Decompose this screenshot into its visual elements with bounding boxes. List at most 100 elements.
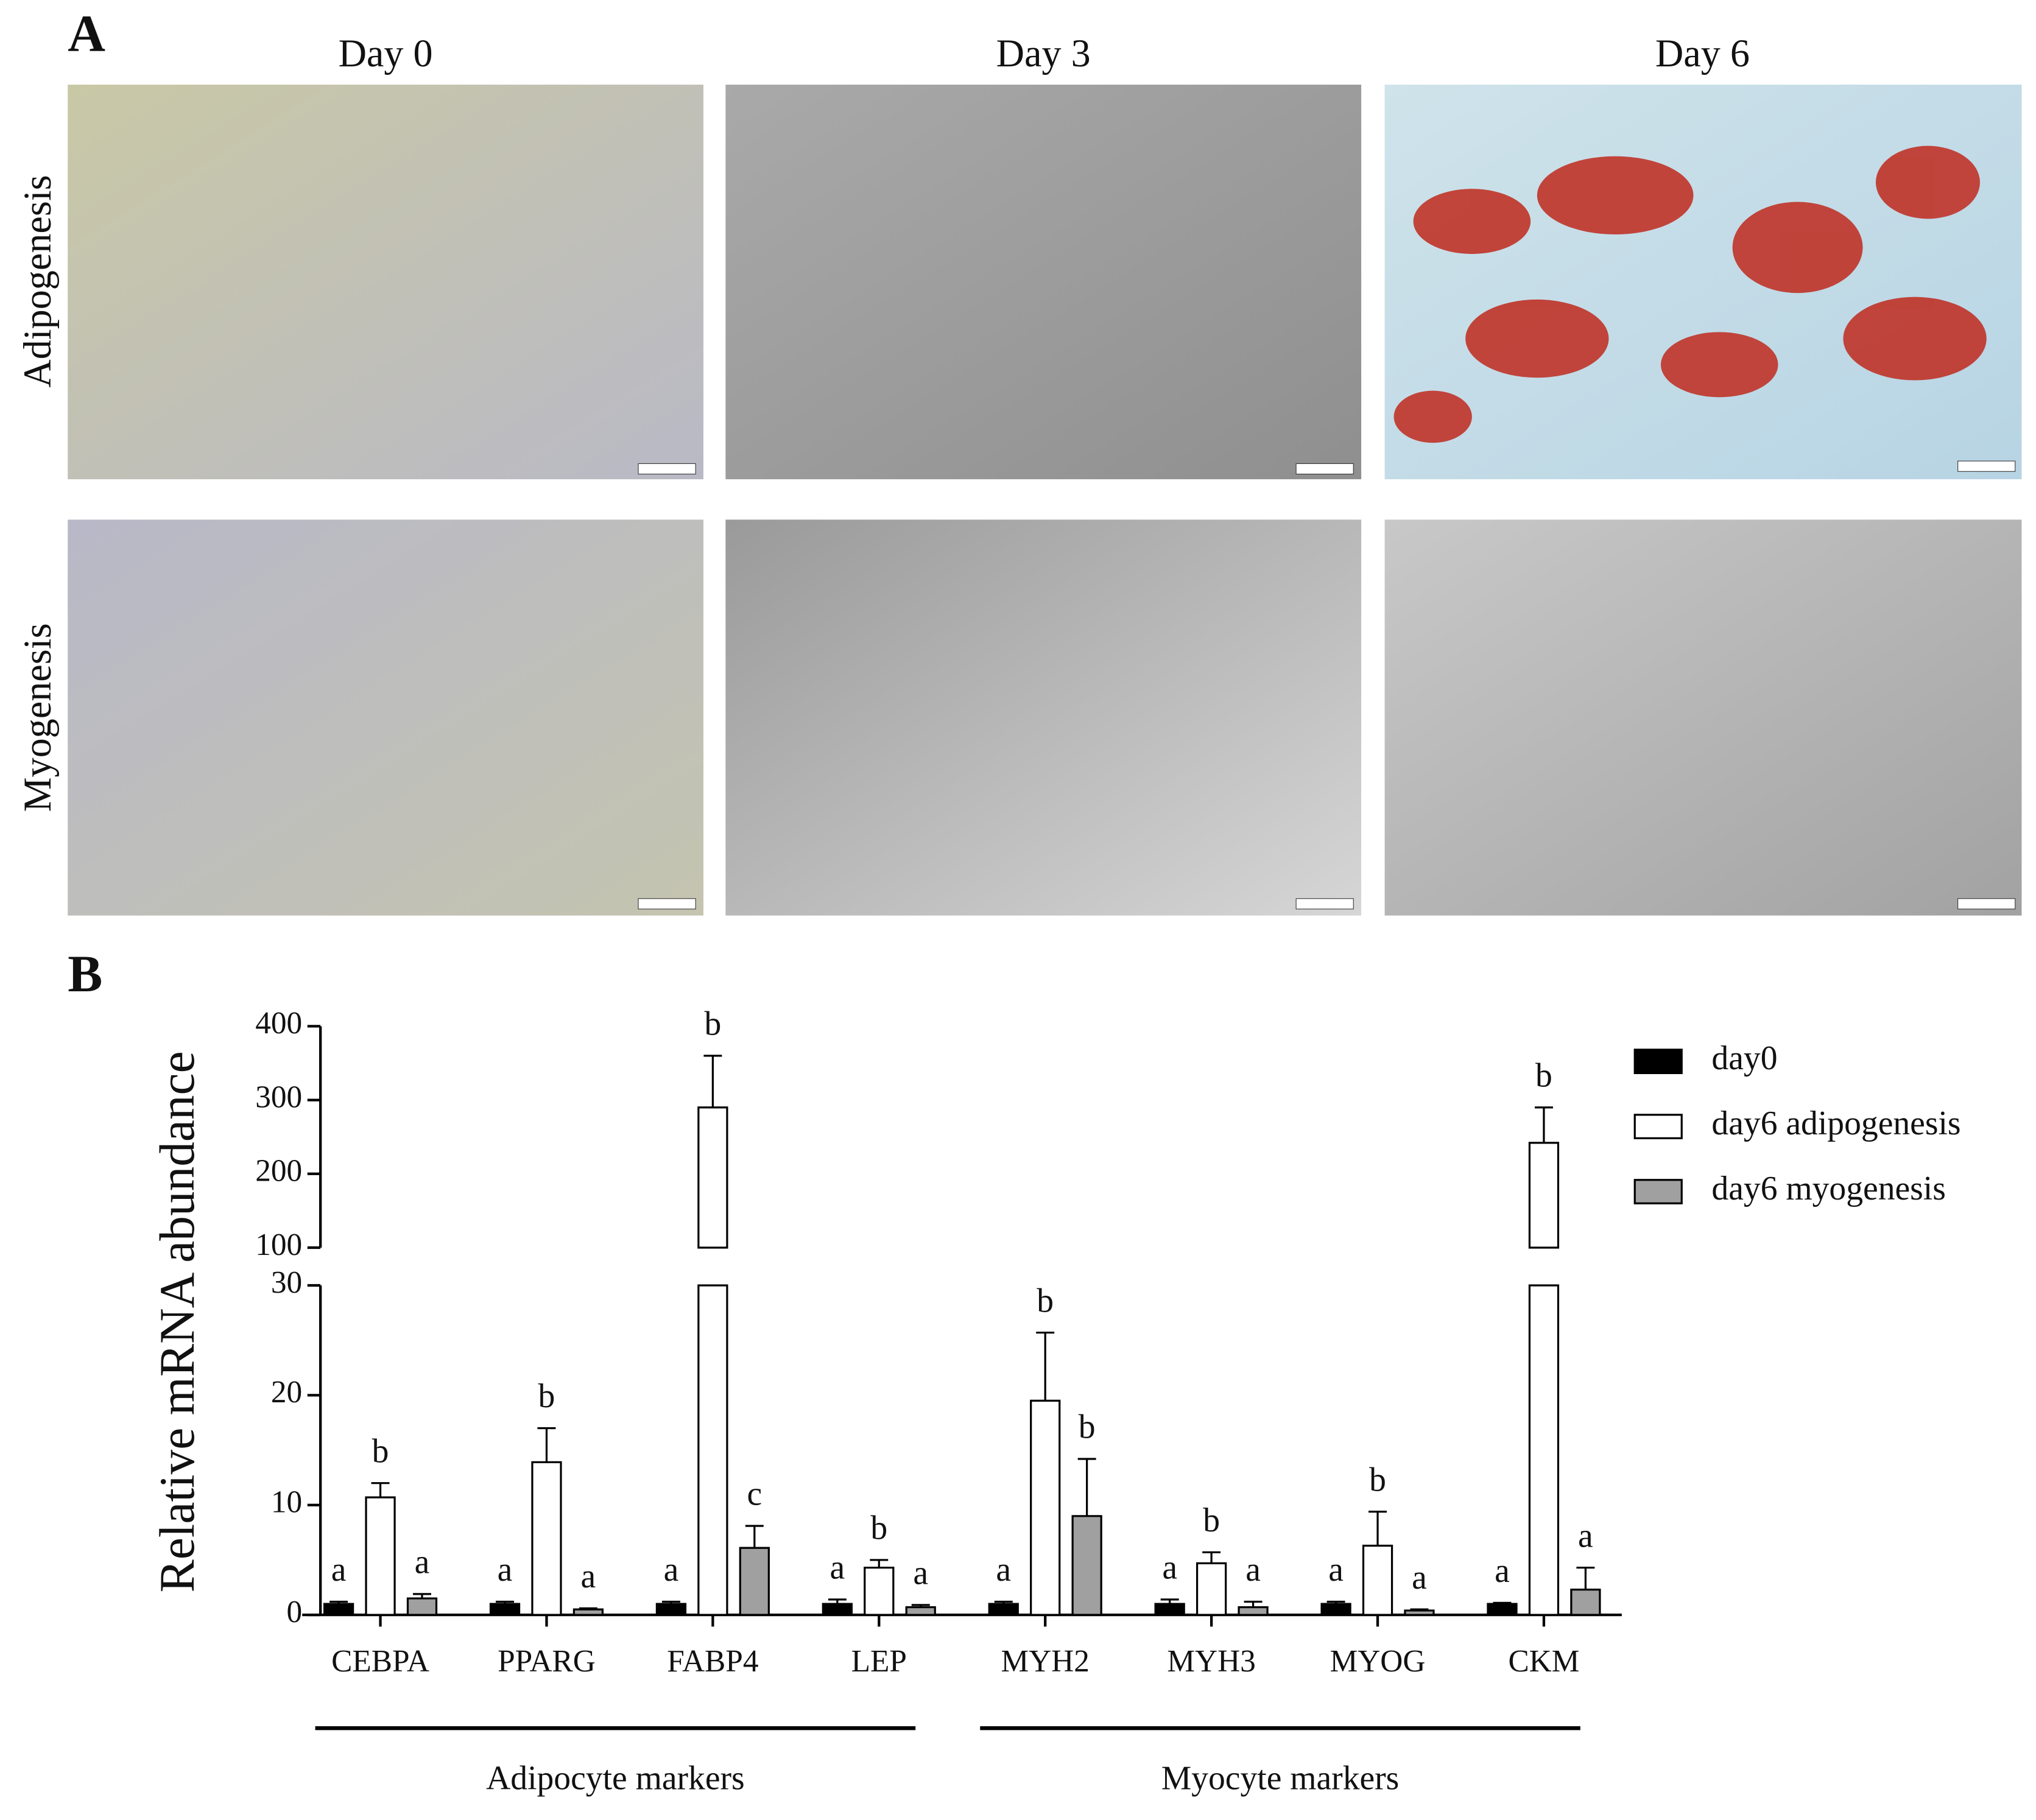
scale-bars: [638, 460, 2016, 910]
micrograph: [725, 519, 1362, 916]
significance-label: b: [1535, 1056, 1552, 1094]
significance-label: a: [830, 1549, 845, 1587]
bar: [1196, 1562, 1227, 1616]
bar: [489, 1603, 521, 1616]
legend-label: day0: [1711, 1039, 1777, 1077]
legend-swatch: [1633, 1114, 1683, 1139]
column-label: Day 0: [339, 32, 433, 75]
panel-label: A: [68, 5, 105, 63]
significance-label: b: [538, 1377, 555, 1415]
bar: [988, 1603, 1019, 1616]
significance-label: a: [498, 1551, 513, 1589]
bar: [1528, 1142, 1560, 1616]
y-tick-label: 0: [287, 1595, 303, 1629]
panel-label: B: [68, 945, 102, 1003]
error-bar: [496, 1600, 514, 1604]
bar: [655, 1603, 687, 1616]
group-label: Myocyte markers: [1161, 1760, 1400, 1797]
y-tick-label: 200: [255, 1154, 302, 1189]
error-bar: [661, 1600, 680, 1604]
error-bar: [1493, 1601, 1512, 1604]
significance-label: a: [581, 1558, 596, 1595]
error-bar: [745, 1525, 764, 1548]
x-tick-label: LEP: [851, 1644, 907, 1679]
bar: [1030, 1399, 1061, 1616]
error-bar: [329, 1600, 348, 1604]
micrograph: [1384, 519, 2022, 916]
micrograph: [1384, 85, 2022, 480]
significance-label: a: [415, 1544, 430, 1581]
significance-label: a: [1412, 1559, 1427, 1597]
y-tick-label: 30: [271, 1265, 302, 1300]
bar: [1238, 1606, 1269, 1616]
error-bar: [579, 1607, 597, 1610]
significance-label: a: [996, 1551, 1011, 1589]
bar: [697, 1106, 728, 1616]
bar: [739, 1547, 770, 1616]
significance-label: b: [1079, 1408, 1096, 1446]
bar: [323, 1603, 354, 1616]
significance-label: a: [1328, 1551, 1344, 1589]
legend-label: day6 adipogenesis: [1711, 1105, 1960, 1142]
lipid-stain: [1393, 146, 1987, 443]
legend-swatch: [1633, 1179, 1683, 1204]
y-tick-label: 400: [255, 1006, 302, 1041]
panel-a-images: [68, 85, 2022, 916]
significance-label: a: [1578, 1517, 1593, 1555]
bar: [905, 1606, 936, 1616]
bar: [864, 1566, 895, 1616]
bar: [365, 1496, 396, 1616]
error-bar: [828, 1598, 847, 1604]
x-tick-label: MYH3: [1167, 1644, 1255, 1679]
significance-label: a: [331, 1551, 347, 1589]
y-tick-label: 300: [255, 1080, 302, 1114]
bar: [1320, 1603, 1351, 1616]
error-bar: [994, 1600, 1013, 1604]
legend-swatch: [1633, 1049, 1683, 1074]
x-tick-label: CEBPA: [331, 1644, 429, 1679]
error-bar: [1160, 1598, 1179, 1604]
significance-label: b: [1037, 1282, 1054, 1319]
significance-label: a: [1495, 1552, 1510, 1590]
y-tick-label: 20: [271, 1375, 302, 1410]
error-bar: [1077, 1458, 1096, 1516]
y-axis-label: Relative mRNA abundance: [150, 1051, 205, 1592]
column-label: Day 6: [1655, 32, 1750, 75]
error-bar: [703, 1055, 722, 1108]
significance-label: c: [747, 1475, 762, 1513]
error-bar: [1202, 1551, 1221, 1564]
bar: [1071, 1515, 1102, 1616]
significance-label: a: [913, 1555, 928, 1592]
significance-label: a: [1245, 1551, 1261, 1589]
error-bar: [1576, 1566, 1595, 1590]
bar: [572, 1608, 604, 1616]
bar: [822, 1603, 853, 1616]
error-bar: [537, 1427, 556, 1463]
group-label: Adipocyte markers: [486, 1760, 745, 1797]
error-bar: [911, 1604, 930, 1607]
bar: [1404, 1609, 1435, 1616]
bar: [1362, 1544, 1393, 1616]
column-label: Day 3: [996, 32, 1091, 75]
error-bar: [1534, 1106, 1553, 1143]
bar: [1570, 1589, 1601, 1616]
x-tick-label: PPARG: [498, 1644, 596, 1679]
significance-label: a: [664, 1551, 679, 1589]
bar: [1487, 1603, 1518, 1616]
significance-label: b: [870, 1509, 887, 1547]
micrograph: [68, 85, 703, 480]
error-bar: [1410, 1608, 1429, 1611]
legend-label: day6 myogenesis: [1711, 1170, 1945, 1207]
error-bar: [1368, 1510, 1387, 1546]
error-bar: [1036, 1331, 1055, 1401]
row-label: Myogenesis: [16, 623, 59, 812]
x-tick-label: FABP4: [667, 1644, 758, 1679]
micrograph: [68, 519, 703, 916]
error-bar: [413, 1593, 431, 1599]
significance-label: b: [1203, 1502, 1220, 1539]
y-tick-label: 10: [271, 1485, 302, 1520]
significance-label: b: [704, 1005, 721, 1043]
error-bar: [870, 1559, 889, 1568]
significance-label: a: [1162, 1549, 1177, 1587]
